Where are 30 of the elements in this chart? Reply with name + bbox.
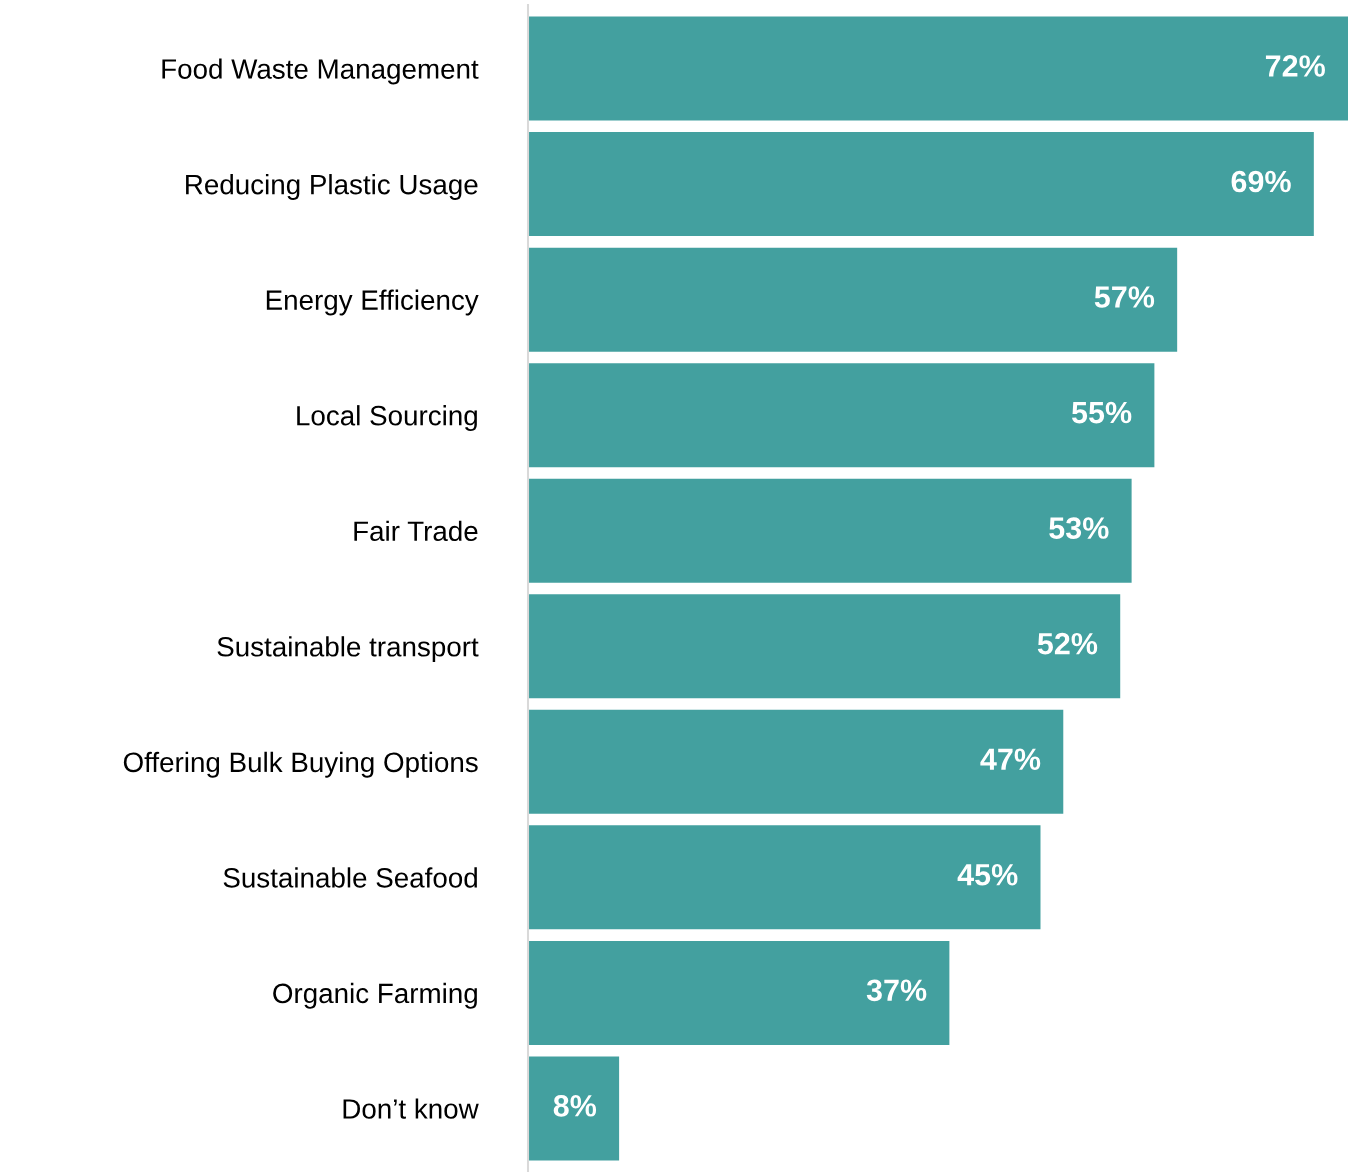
data-label: 45% [957, 864, 1018, 886]
y-tick-label: Fair Trade [354, 520, 478, 542]
y-tick-label: Food Waste Management [162, 58, 479, 85]
data-label: 52% [1037, 632, 1098, 655]
data-label: 72% [1265, 55, 1325, 77]
y-tick-label: Reducing Plastic Usage [186, 174, 478, 200]
data-label: 47% [980, 748, 1041, 770]
y-tick-label: Offering Bulk Buying Options [123, 751, 478, 778]
data-label: 37% [866, 979, 927, 1002]
y-tick-label: Local Sourcing [297, 405, 477, 432]
bar [528, 16, 1348, 121]
bar [528, 1056, 620, 1161]
bar [528, 478, 1132, 583]
bar [528, 594, 1121, 699]
bar [528, 709, 1064, 814]
bar [528, 247, 1178, 352]
data-label: 55% [1071, 401, 1132, 424]
data-label: 57% [1094, 286, 1155, 308]
y-tick-label: Sustainable transport [217, 636, 479, 663]
data-label: 69% [1231, 170, 1291, 193]
y-tick-label: Organic Farming [273, 982, 477, 1009]
data-label: 8% [553, 1095, 597, 1117]
bar [528, 132, 1314, 237]
bar [528, 940, 950, 1045]
y-tick-label: Energy Efficiency [266, 289, 479, 316]
y-tick-label: Don’t know [343, 1098, 479, 1119]
bar [528, 363, 1155, 468]
data-label: 53% [1049, 517, 1109, 539]
y-tick-label: Sustainable Seafood [223, 867, 477, 888]
bar [528, 825, 1041, 930]
